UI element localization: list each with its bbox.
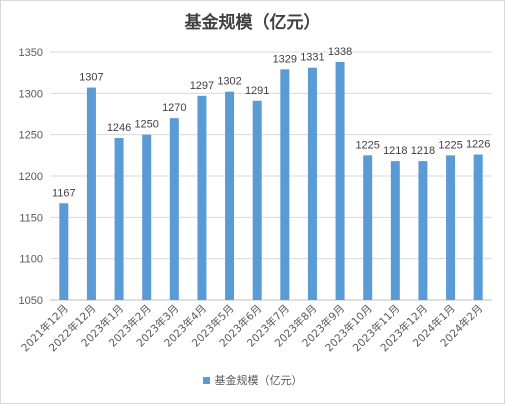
data-label: 1225 — [438, 139, 462, 151]
data-label: 1270 — [162, 102, 186, 114]
bar — [169, 118, 179, 300]
bar — [363, 155, 373, 300]
legend-label: 基金规模（亿元） — [214, 375, 303, 387]
bar — [390, 161, 400, 300]
bar — [59, 203, 69, 300]
bar — [473, 154, 483, 300]
data-label: 1338 — [328, 46, 352, 58]
y-tick-label: 1150 — [19, 212, 43, 224]
data-label: 1331 — [300, 52, 324, 64]
data-label: 1302 — [217, 76, 241, 88]
bar — [225, 91, 235, 301]
y-tick-label: 1250 — [19, 130, 43, 142]
bar — [307, 67, 317, 300]
bar — [142, 134, 152, 300]
legend-swatch — [202, 377, 210, 384]
bar — [335, 61, 345, 300]
data-label: 1225 — [355, 139, 379, 151]
bar — [114, 137, 124, 300]
bar — [418, 161, 428, 300]
data-label: 1218 — [411, 145, 435, 157]
data-label: 1226 — [466, 139, 490, 151]
y-tick-label: 1300 — [19, 88, 43, 100]
data-label: 1218 — [383, 145, 407, 157]
data-label: 1297 — [190, 80, 214, 92]
bar — [86, 87, 96, 301]
legend: 基金规模（亿元） — [0, 372, 505, 388]
bar — [280, 69, 290, 300]
bar — [446, 155, 456, 300]
y-tick-label: 1350 — [19, 47, 43, 59]
data-label: 1307 — [79, 72, 103, 84]
data-label: 1167 — [52, 187, 76, 199]
data-label: 1250 — [134, 119, 158, 131]
y-tick-label: 1050 — [19, 295, 43, 307]
bar — [252, 100, 262, 300]
data-label: 1329 — [273, 53, 297, 65]
y-tick-label: 1200 — [19, 171, 43, 183]
y-tick-label: 1100 — [19, 254, 43, 266]
data-label: 1291 — [245, 85, 269, 97]
data-label: 1246 — [107, 122, 131, 134]
chart-title: 基金规模（亿元） — [184, 13, 321, 33]
bar — [197, 95, 207, 301]
